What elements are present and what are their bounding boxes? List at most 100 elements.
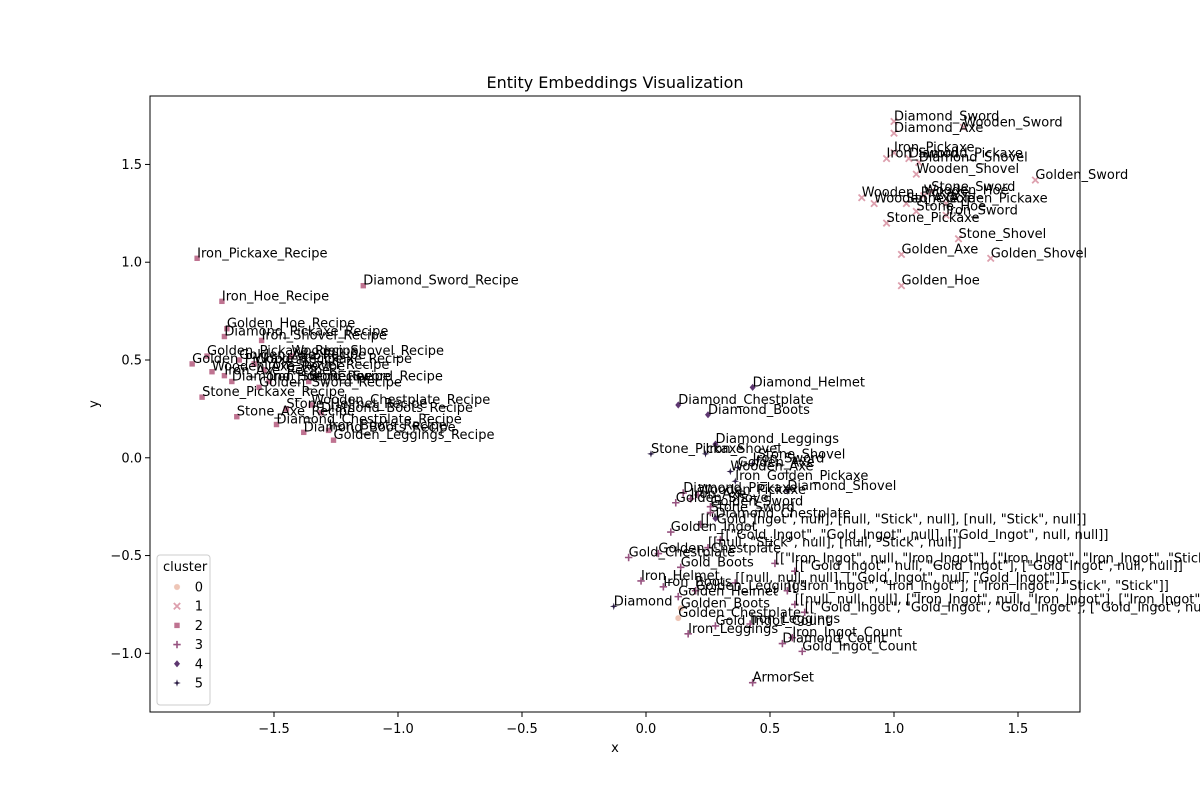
legend-label: 5 [195, 677, 203, 692]
data-point [731, 579, 739, 587]
data-point [694, 491, 702, 499]
point-label: Golden_Leggings_Recipe [334, 428, 495, 443]
point-label: Diamond_Shovel [787, 479, 896, 494]
data-point [609, 602, 618, 611]
point-label: Wooden_Hoe [924, 184, 1009, 199]
data-point [711, 439, 719, 449]
data-point [283, 406, 290, 412]
x-axis-ticks: −1.5 −1.0 −0.5 0.0 0.5 1.0 1.5 [258, 712, 1028, 737]
data-point [748, 459, 757, 468]
point-label: Iron_Pickaxe [894, 141, 974, 156]
data-point [256, 384, 262, 391]
y-tick-label: −1.0 [110, 647, 142, 662]
point-label: Stone_Pickaxe_Recipe [202, 385, 345, 400]
point-label: Stone_Sword [710, 501, 794, 516]
data-point [229, 378, 235, 385]
data-point [954, 234, 963, 243]
data-point [219, 298, 225, 305]
data-point [330, 437, 337, 443]
point-label: Diamond_Sword [894, 109, 999, 124]
data-point [791, 600, 799, 609]
y-tick-label: −0.5 [110, 549, 142, 564]
point-label: Diamond_Pickaxe_Recipe [224, 325, 388, 340]
data-point [726, 467, 735, 476]
point-label: Golden_Axe [738, 456, 815, 471]
y-tick-label: 1.5 [121, 158, 142, 173]
data-point [716, 536, 725, 544]
data-point [986, 254, 995, 263]
data-point [301, 429, 307, 436]
data-point [189, 361, 195, 367]
point-label: [[null, null, null], ["Gold_Ingot", null… [735, 571, 1065, 586]
point-label: Golden_Pickaxe_Recipe [207, 344, 358, 359]
point-label: Diamond_Chestplate [715, 506, 850, 521]
data-point [236, 357, 242, 363]
point-label: Wooden_Shovel [916, 162, 1019, 177]
point-label: Stone_Shovel [958, 227, 1046, 242]
legend: cluster 0 1 2 3 4 5 [156, 554, 211, 706]
point-label: Diamond_Pickaxe [909, 147, 1023, 162]
data-point [674, 400, 682, 410]
point-label: Iron_Sword [887, 147, 959, 162]
point-label: [["Gold_Ingot", "Gold_Ingot", null], ["G… [720, 528, 1108, 543]
data-point [258, 337, 265, 344]
point-label: Diamond_Leggings [715, 432, 839, 447]
point-label: Wooden_Axe [874, 192, 957, 207]
data-point [273, 421, 280, 428]
point-label: Golden_Pickaxe_Recipe [192, 352, 343, 367]
point-label: Iron_Sword_Recipe [269, 370, 391, 385]
data-point [902, 199, 911, 208]
point-label: Stone_Sword_Recipe [309, 370, 443, 385]
data-point [288, 353, 295, 359]
point-label: Iron_Axe [691, 487, 747, 502]
point-label: Stone_Axe [906, 192, 974, 207]
data-point [927, 187, 936, 196]
point-label: Golden_Leggings [696, 579, 807, 594]
data-point [308, 402, 314, 408]
data-point [912, 170, 921, 179]
point-label: Iron_Sword [946, 203, 1018, 218]
data-point [667, 528, 675, 536]
point-label: Golden_Shovel [991, 246, 1087, 261]
point-label: Gold_Ingot_Count [715, 614, 830, 629]
data-point [684, 630, 692, 638]
legend-box [156, 554, 211, 706]
legend-marker [173, 679, 181, 687]
data-point [704, 410, 712, 419]
data-point [360, 282, 366, 289]
data-point [778, 639, 787, 648]
legend-marker [173, 583, 181, 591]
data-point [919, 191, 928, 200]
point-label: Iron_Golden_Pickaxe [735, 469, 868, 484]
point-label: Stone_Axe_Recipe [237, 405, 355, 420]
data-point [733, 463, 742, 472]
x-axis-label: x [611, 741, 619, 756]
data-point [325, 427, 332, 434]
point-label: Wooden_Shovel_Recipe [291, 344, 444, 359]
point-label: Wooden_Axe_Recipe [212, 360, 345, 375]
point-label: Iron_Ingot_Count [792, 626, 902, 641]
data-point [788, 633, 797, 642]
point-label: Diamond_Axe [894, 121, 983, 136]
point-label: Stone_Sword [931, 180, 1015, 195]
y-tick-label: 1.0 [121, 256, 142, 271]
data-point [857, 193, 866, 202]
data-point [791, 567, 799, 575]
y-axis-label: y [87, 400, 102, 408]
data-point [748, 678, 757, 687]
data-point [624, 553, 633, 562]
data-point [677, 563, 685, 571]
data-point [701, 450, 710, 458]
point-label: Diamond_Chestplate [678, 393, 813, 408]
legend-label: 0 [195, 581, 203, 596]
data-point [870, 199, 878, 208]
data-point [942, 199, 950, 208]
point-label: Diamond_Hoe_Recipe [232, 370, 373, 385]
legend-title: cluster [163, 560, 208, 575]
point-label: Wooden_Pickaxe [698, 483, 806, 498]
data-point [731, 477, 740, 486]
point-label: Wooden_Pickaxe [862, 186, 970, 201]
data-point [704, 544, 712, 552]
point-label: Golden_Axe [901, 242, 978, 257]
y-tick-label: 0.5 [121, 354, 142, 369]
